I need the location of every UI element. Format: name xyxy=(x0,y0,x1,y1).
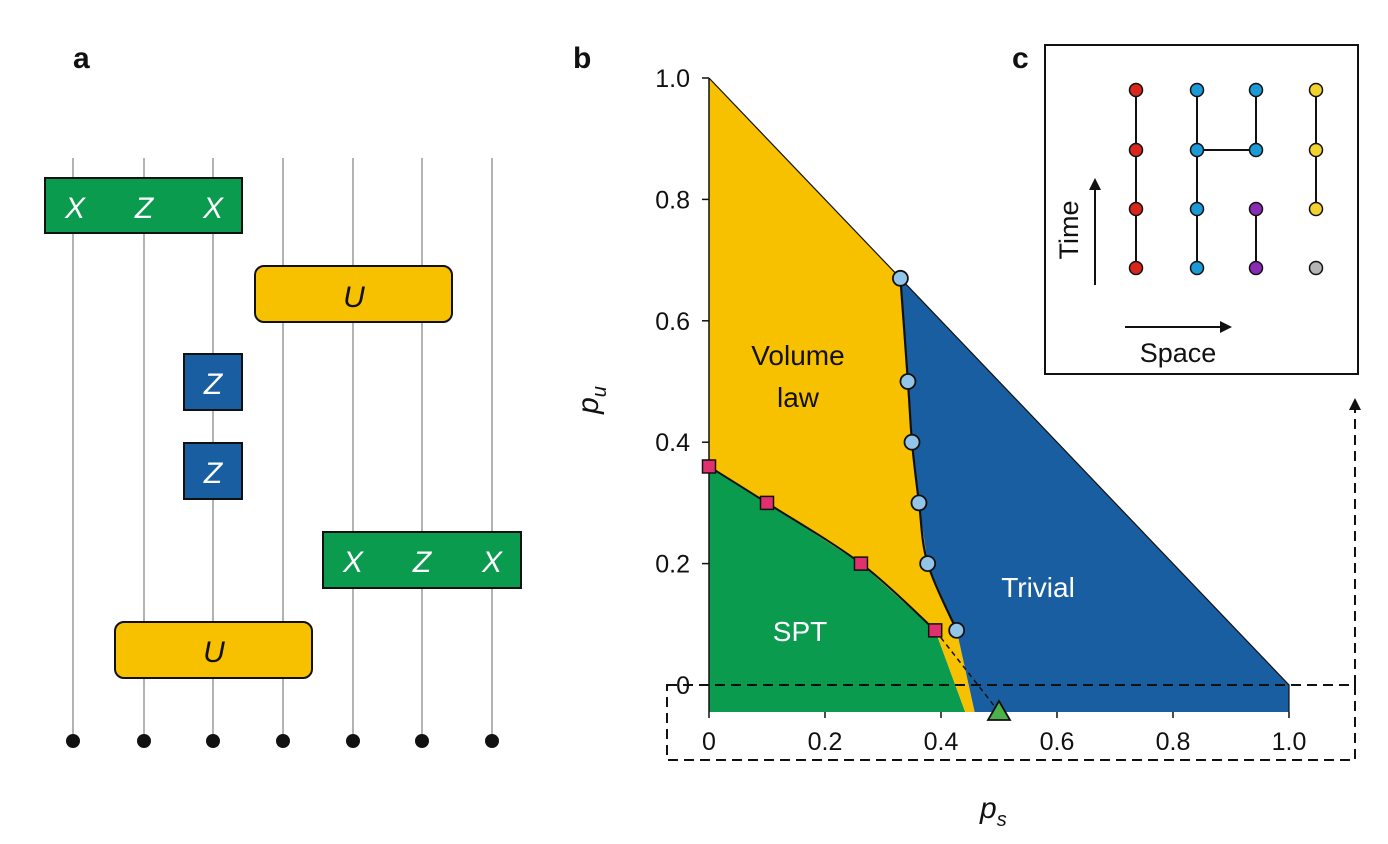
space-label: Space xyxy=(1140,338,1217,368)
spt-boundary-point xyxy=(853,556,869,571)
worldline-node xyxy=(1248,201,1264,217)
time-label: Time xyxy=(1054,201,1084,260)
worldline-nodes xyxy=(1128,82,1324,276)
y-tick-label: 0.8 xyxy=(655,186,690,214)
zoom-box xyxy=(666,684,1356,761)
worldline-node xyxy=(1308,82,1324,98)
gate-label: Z xyxy=(203,457,224,490)
trivial-boundary-point xyxy=(948,621,966,639)
phase-label-volume: Volume xyxy=(751,340,844,371)
worldline-node xyxy=(1189,201,1205,217)
gate-label: X xyxy=(342,546,364,579)
gate-box xyxy=(183,442,243,500)
data-markers xyxy=(701,269,1012,721)
x-tick-label: 0.2 xyxy=(808,728,843,756)
gate-xzx-bottom: X Z X xyxy=(322,531,522,589)
trivial-boundary-point xyxy=(919,555,937,572)
worldline-node xyxy=(1189,260,1205,276)
volume-law-region xyxy=(709,78,975,712)
worldline-node xyxy=(1128,142,1144,158)
qubit-dot xyxy=(206,734,220,748)
trivial-boundary-point xyxy=(892,269,909,287)
worldline-node xyxy=(1128,260,1144,276)
worldline-node xyxy=(1128,201,1144,217)
worldline-node xyxy=(1308,142,1324,158)
gate-label: X xyxy=(64,192,86,225)
gate-label: Z xyxy=(412,546,433,579)
critical-point-triangle xyxy=(986,699,1012,721)
worldline-node xyxy=(1308,260,1324,276)
worldline-node xyxy=(1248,260,1264,276)
gate-xzx-top: X Z X xyxy=(44,177,243,234)
y-axis-title: pu xyxy=(572,386,611,415)
qubit-dot xyxy=(66,734,80,748)
gate-box xyxy=(183,353,243,411)
gate-label: U xyxy=(203,636,225,669)
x-tick-label: 0.8 xyxy=(1156,728,1191,756)
panel-b: b 0 0.2 0.4 0.6 0.8 1.0 0 0.2 0.4 0.6 0.8 1.0 pu p… xyxy=(572,42,1361,831)
gate-z-2: Z xyxy=(183,442,243,500)
x-axis: 0 0.2 0.4 0.6 0.8 1.0 xyxy=(702,712,1306,756)
panel-b-label: b xyxy=(573,42,591,75)
trivial-boundary-point xyxy=(899,373,917,390)
x-tick-label: 1.0 xyxy=(1272,728,1307,756)
worldline-node xyxy=(1308,201,1324,217)
worldline-edges xyxy=(1135,90,1317,268)
worldline-node xyxy=(1248,142,1264,158)
panel-a-label: a xyxy=(73,42,90,75)
panel-a: a X Z X U Z Z X Z X U xyxy=(44,42,522,748)
gate-label: Z xyxy=(134,192,155,225)
spt-boundary-point xyxy=(701,459,717,474)
spt-region xyxy=(709,466,966,712)
gate-box xyxy=(254,265,453,323)
worldline-node xyxy=(1128,82,1144,98)
worldline-node xyxy=(1189,142,1205,158)
y-tick-label: 0.6 xyxy=(655,308,690,336)
trivial-boundary-point xyxy=(910,494,928,512)
gate-z-1: Z xyxy=(183,353,243,411)
gate-box xyxy=(44,177,243,234)
spt-boundary-point xyxy=(759,495,775,511)
spt-boundary-point xyxy=(927,623,943,638)
qubit-dot xyxy=(137,734,151,748)
panel-c: c Time Space xyxy=(1012,42,1359,375)
gate-u-top: U xyxy=(254,265,453,323)
qubit-dots xyxy=(66,734,499,748)
y-tick-label: 0.4 xyxy=(655,429,690,457)
trivial-region xyxy=(900,278,1289,712)
x-axis-title: ps xyxy=(979,792,1007,831)
x-tick-label: 0 xyxy=(702,728,716,756)
y-tick-label: 1.0 xyxy=(655,65,690,93)
worldline-node xyxy=(1189,82,1205,98)
gate-box xyxy=(114,621,313,679)
x-tick-label: 0.4 xyxy=(924,728,959,756)
gate-u-bottom: U xyxy=(114,621,313,679)
y-tick-label: 0.2 xyxy=(655,551,690,579)
x-tick-label: 0.6 xyxy=(1040,728,1075,756)
spt-boundary-curve xyxy=(708,465,936,632)
qubit-dot xyxy=(276,734,290,748)
gate-label: Z xyxy=(203,368,224,401)
panel-c-label: c xyxy=(1012,42,1029,75)
qubit-dot xyxy=(485,734,499,748)
qubit-dot xyxy=(346,734,360,748)
gate-label: X xyxy=(202,192,224,225)
qubit-dot xyxy=(415,734,429,748)
gate-box xyxy=(322,531,522,589)
phase-label-spt: SPT xyxy=(773,616,827,647)
trivial-boundary-point xyxy=(903,433,921,451)
worldline-node xyxy=(1248,82,1264,98)
gate-label: X xyxy=(481,546,503,579)
inset-frame xyxy=(1044,44,1359,375)
y-axis: 00.20.40.60.81.0 xyxy=(655,65,710,712)
phase-label-trivial: Trivial xyxy=(1001,572,1075,603)
gate-label: U xyxy=(343,281,365,314)
phase-label-law: law xyxy=(777,382,820,413)
